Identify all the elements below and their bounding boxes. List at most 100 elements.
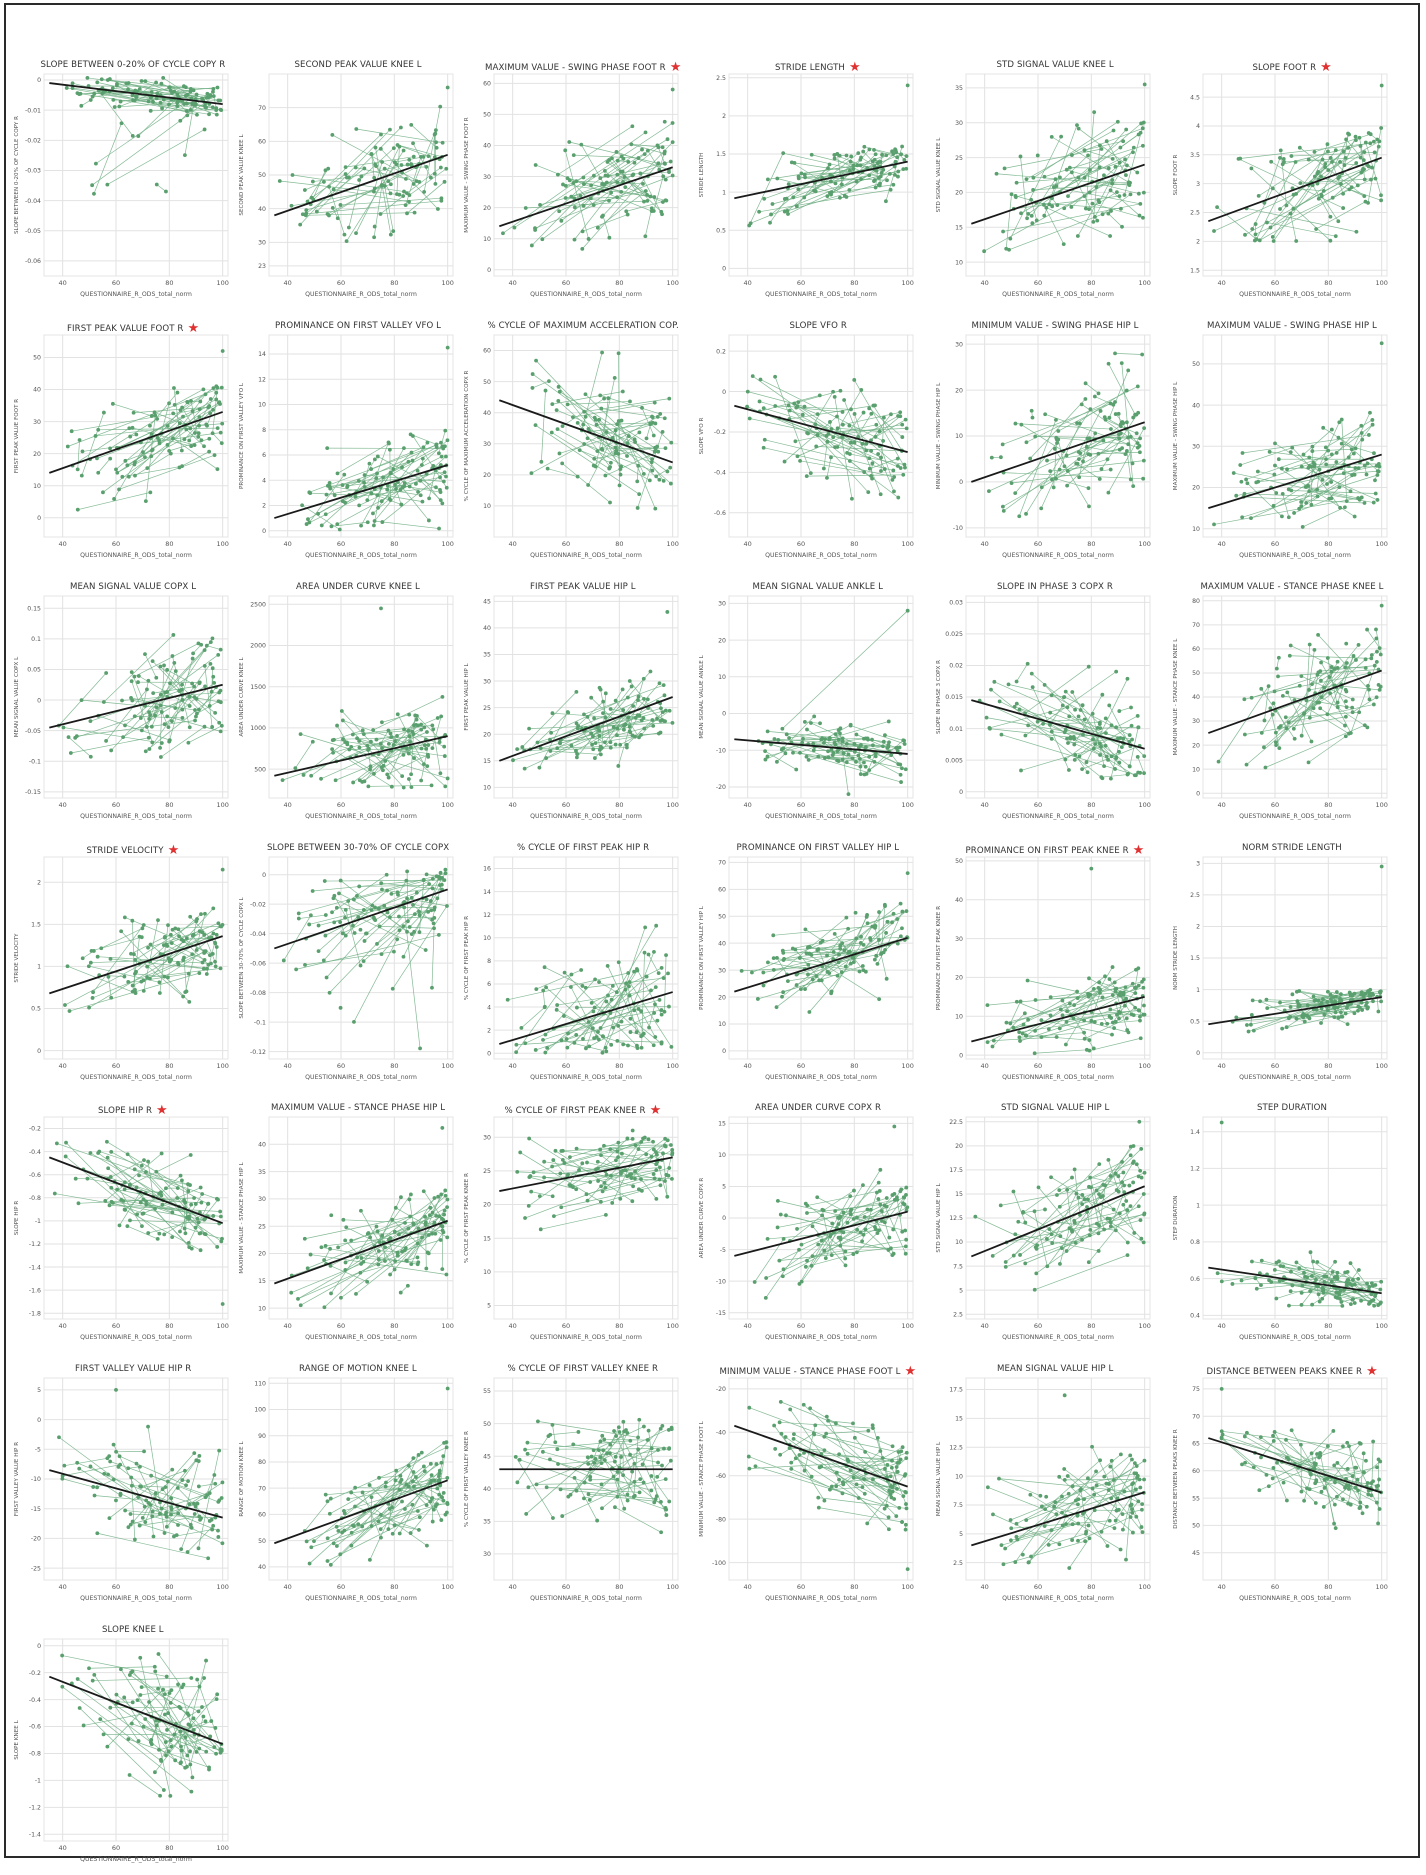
data-point xyxy=(831,435,835,439)
data-point xyxy=(1117,709,1121,713)
data-point xyxy=(1350,447,1354,451)
data-point xyxy=(1109,188,1113,192)
data-point xyxy=(1137,1008,1141,1012)
data-point xyxy=(1310,445,1314,449)
data-point xyxy=(1065,168,1069,172)
x-tick-label: 80 xyxy=(1087,801,1095,809)
data-point xyxy=(653,450,657,454)
data-point xyxy=(278,179,282,183)
data-point xyxy=(218,402,222,406)
y-tick-label: 40 xyxy=(483,625,491,632)
data-point xyxy=(599,688,603,692)
data-point xyxy=(1026,1018,1030,1022)
data-point xyxy=(1098,726,1102,730)
data-point xyxy=(864,745,868,749)
data-point xyxy=(593,977,597,981)
data-point xyxy=(371,511,375,515)
data-point xyxy=(597,418,601,422)
data-point xyxy=(783,210,787,214)
data-point xyxy=(780,727,784,731)
data-point xyxy=(362,481,366,485)
y-tick-label: 8 xyxy=(487,958,491,965)
data-point xyxy=(172,386,176,390)
data-point xyxy=(117,487,121,491)
data-point xyxy=(178,421,182,425)
data-point xyxy=(566,711,570,715)
y-tick-label: -0.02 xyxy=(250,901,266,908)
data-point xyxy=(186,741,190,745)
data-point xyxy=(1364,657,1368,661)
data-point xyxy=(842,398,846,402)
data-point xyxy=(628,400,632,404)
data-point xyxy=(108,457,112,461)
data-point xyxy=(145,687,149,691)
data-point xyxy=(1376,498,1380,502)
data-point xyxy=(859,935,863,939)
data-point xyxy=(769,213,773,217)
data-point xyxy=(301,212,305,216)
data-point xyxy=(347,176,351,180)
data-point xyxy=(402,955,406,959)
y-tick-label: -0.6 xyxy=(714,510,726,517)
data-point xyxy=(211,636,215,640)
data-point xyxy=(599,1026,603,1030)
data-point xyxy=(143,79,147,83)
y-tick-label: 1 xyxy=(37,964,41,971)
data-point xyxy=(1056,429,1060,433)
data-point xyxy=(328,487,332,491)
data-point xyxy=(1123,157,1127,161)
data-point xyxy=(439,871,443,875)
data-point xyxy=(1093,742,1097,746)
data-point xyxy=(886,920,890,924)
data-point xyxy=(898,410,902,414)
data-point xyxy=(325,493,329,497)
data-point xyxy=(315,210,319,214)
data-point xyxy=(524,206,528,210)
data-point xyxy=(405,746,409,750)
data-point xyxy=(671,174,675,178)
data-point xyxy=(642,716,646,720)
data-point xyxy=(1059,135,1063,139)
data-point xyxy=(633,437,637,441)
data-point xyxy=(405,930,409,934)
data-point xyxy=(786,979,790,983)
data-point xyxy=(437,451,441,455)
x-axis-label: QUESTIONNAIRE_R_ODS_total_norm xyxy=(80,552,192,559)
data-point xyxy=(848,169,852,173)
data-point xyxy=(905,909,909,913)
data-point xyxy=(628,980,632,984)
data-point xyxy=(421,155,425,159)
y-tick-label: 10 xyxy=(483,236,491,243)
data-point xyxy=(1321,426,1325,430)
data-point xyxy=(581,229,585,233)
x-tick-label: 40 xyxy=(1218,279,1226,287)
data-point xyxy=(845,760,849,764)
data-point xyxy=(827,432,831,436)
data-point xyxy=(1362,150,1366,154)
y-tick-label: -0.04 xyxy=(25,198,41,205)
x-tick-label: 60 xyxy=(337,279,345,287)
data-point xyxy=(603,474,607,478)
data-point xyxy=(389,735,393,739)
data-point xyxy=(1088,453,1092,457)
data-point xyxy=(900,926,904,930)
data-point xyxy=(73,736,77,740)
data-point xyxy=(555,408,559,412)
data-point xyxy=(850,497,854,501)
y-tick-label: 1000 xyxy=(250,725,266,732)
data-point xyxy=(1083,397,1087,401)
data-point xyxy=(610,157,614,161)
data-point xyxy=(864,442,868,446)
data-point xyxy=(1292,193,1296,197)
data-point xyxy=(801,737,805,741)
data-point xyxy=(334,778,338,782)
data-point xyxy=(568,178,572,182)
data-point xyxy=(294,967,298,971)
data-point xyxy=(900,423,904,427)
data-point xyxy=(614,743,618,747)
data-point xyxy=(1088,1049,1092,1053)
data-point xyxy=(317,924,321,928)
data-point xyxy=(646,697,650,701)
data-point xyxy=(879,951,883,955)
